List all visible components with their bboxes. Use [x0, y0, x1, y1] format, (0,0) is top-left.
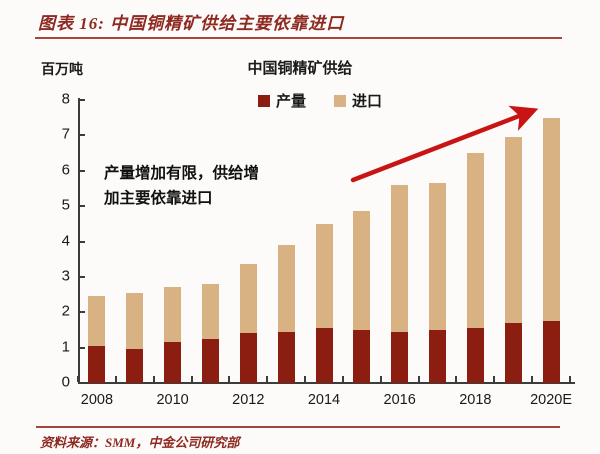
bar-2013-import: [277, 245, 295, 332]
bar-2009-production: [126, 349, 144, 383]
x-axis-label-2008: 2008: [80, 392, 114, 408]
annotation-line-1: 产量增加有限，供给增: [104, 165, 260, 182]
x-axis-tick: [266, 376, 269, 382]
legend: 产量 进口: [257, 90, 382, 111]
source-text: 资料来源：SMM，中金公司研究部: [40, 435, 240, 450]
bar-2013-production: [277, 331, 295, 383]
y-axis-label: 3: [61, 267, 70, 285]
y-axis-tick: [80, 205, 85, 208]
import-swatch-icon: [334, 94, 346, 107]
annotation-line-2: 加主要依靠进口: [104, 189, 213, 207]
x-axis-label-2012: 2012: [232, 392, 265, 408]
y-axis-label: 7: [61, 126, 70, 144]
bar-2019-import: [504, 137, 522, 323]
bar-2012-production: [239, 333, 257, 383]
bar-2010-production: [164, 342, 182, 383]
bar-2008-production: [88, 345, 106, 383]
annotation-text: 产量增加有限，供给增 加主要依靠进口: [104, 162, 384, 212]
y-axis-tick: [80, 169, 85, 172]
y-axis-tick: [80, 346, 85, 349]
y-axis-label: 2: [61, 302, 70, 320]
bar-2018-import: [466, 153, 484, 329]
bar-2018-production: [466, 328, 484, 383]
y-axis-tick: [80, 382, 85, 384]
bar-2014-production: [315, 328, 333, 383]
y-axis-tick: [80, 134, 85, 137]
x-axis-tick: [114, 376, 117, 382]
y-axis-label: 8: [61, 90, 70, 108]
y-axis-label: 5: [61, 196, 70, 214]
x-axis-tick: [379, 376, 382, 382]
bar-2017-import: [429, 183, 447, 330]
x-axis-tick: [228, 376, 231, 382]
y-axis-tick: [80, 275, 85, 278]
x-axis-tick: [417, 376, 420, 382]
bar-2011-import: [201, 283, 219, 339]
x-axis-tick: [341, 376, 344, 382]
x-axis-label-2016: 2016: [383, 392, 416, 408]
x-axis-tick: [531, 376, 534, 382]
y-axis-label: 4: [61, 232, 70, 250]
bar-2020E-production: [542, 321, 560, 383]
x-axis-tick: [304, 376, 307, 382]
legend-item-production: 产量: [257, 90, 306, 111]
legend-label-import: 进口: [352, 93, 383, 110]
x-axis-tick: [569, 376, 571, 382]
bar-2019-production: [504, 322, 522, 383]
bar-2020E-import: [542, 117, 560, 322]
bar-2015-production: [353, 329, 371, 383]
x-axis-tick: [455, 376, 458, 382]
x-axis-tick: [77, 376, 79, 382]
x-axis-tick: [190, 376, 193, 382]
bar-2010-import: [164, 287, 182, 343]
y-axis-tick: [80, 240, 85, 243]
figure-title: 图表 16: 中国铜精矿供给主要依靠进口: [38, 14, 345, 33]
y-axis-tick: [80, 311, 85, 314]
bar-2008-import: [88, 296, 106, 346]
bar-2011-production: [201, 338, 219, 383]
x-axis-tick: [493, 376, 496, 382]
x-axis-tick: [152, 376, 155, 382]
x-axis-label-2020E: 2020E: [530, 392, 573, 408]
chart-title: 中国铜精矿供给: [247, 60, 353, 77]
y-axis-label: 6: [61, 161, 70, 179]
legend-label-production: 产量: [275, 93, 306, 110]
bar-2017-production: [429, 329, 447, 383]
x-axis-label-2014: 2014: [307, 392, 341, 408]
bar-2016-production: [391, 331, 409, 383]
bar-2015-import: [353, 211, 371, 330]
x-axis-label-2010: 2010: [156, 392, 189, 408]
production-swatch-icon: [257, 94, 270, 107]
y-axis-label: 0: [61, 373, 70, 391]
bar-2012-import: [239, 264, 257, 334]
y-axis-label: 1: [61, 338, 70, 356]
y-axis-line: [78, 98, 80, 384]
x-axis-line: [78, 382, 575, 384]
x-axis-label-2018: 2018: [459, 392, 492, 408]
title-underline: [35, 37, 562, 39]
y-axis-unit-label: 百万吨: [41, 61, 83, 77]
bar-2014-import: [315, 223, 333, 329]
footer-rule: [36, 426, 560, 428]
legend-item-import: 进口: [334, 90, 382, 111]
y-axis-tick: [80, 99, 85, 101]
bar-2009-import: [126, 292, 144, 350]
bar-2016-import: [391, 184, 409, 332]
